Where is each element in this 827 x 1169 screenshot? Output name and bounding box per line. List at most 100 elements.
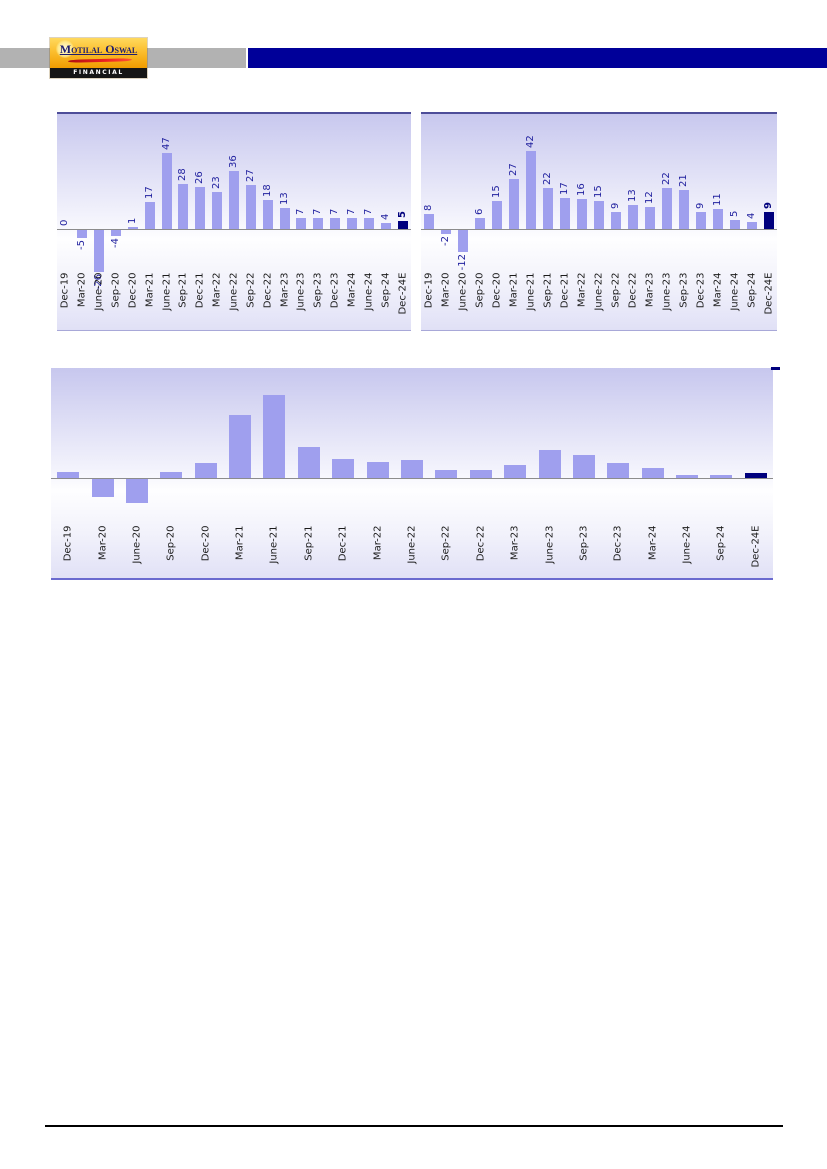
bar xyxy=(263,395,286,478)
category-label: Mar-23 xyxy=(644,272,656,307)
bar xyxy=(594,201,604,229)
value-label: 4 xyxy=(379,213,391,220)
bar xyxy=(144,201,155,229)
category-label: Sep-24 xyxy=(715,525,727,561)
bar xyxy=(729,219,740,229)
logo-red-swoosh-icon xyxy=(67,58,133,63)
value-label: 17 xyxy=(559,181,571,195)
value-label: -5 xyxy=(76,240,88,251)
bar xyxy=(332,458,355,478)
bar xyxy=(526,151,537,229)
bar xyxy=(195,186,206,229)
bar xyxy=(424,214,435,229)
category-label: Sep-20 xyxy=(474,272,486,308)
category-label: June-21 xyxy=(161,272,173,311)
x-axis-line xyxy=(57,229,411,230)
quarterly-bar-chart-left: 0 Dec-19 -5 Mar-20 -26 June-20 -4 Sep-20 1 Dec-20… xyxy=(57,112,411,331)
category-label: June-22 xyxy=(406,525,418,564)
category-label: June-24 xyxy=(729,272,741,311)
category-label: Dec-21 xyxy=(337,525,349,561)
bar xyxy=(577,199,588,229)
value-label: 27 xyxy=(508,163,520,177)
category-label: June-23 xyxy=(544,525,556,564)
category-label: Mar-24 xyxy=(647,525,659,560)
value-label: 1 xyxy=(126,218,138,225)
bar xyxy=(538,450,561,478)
category-label: Mar-21 xyxy=(144,272,156,307)
category-label: Dec-22 xyxy=(262,272,274,308)
value-label: 4 xyxy=(745,212,757,219)
value-label: -4 xyxy=(110,238,121,249)
bar xyxy=(313,217,324,229)
bar xyxy=(744,473,767,478)
bar xyxy=(695,212,706,229)
category-label: Sep-20 xyxy=(165,525,177,561)
logo-tagline: FINANCIAL SERVICES xyxy=(50,68,147,86)
bar xyxy=(572,455,595,478)
bar xyxy=(712,208,723,229)
bar xyxy=(543,188,554,229)
value-label: 26 xyxy=(194,171,206,184)
value-label: 7 xyxy=(329,208,341,215)
bar xyxy=(296,217,307,229)
category-label: Mar-24 xyxy=(712,272,724,307)
logo-wordmark-panel: Motilal Oswal xyxy=(50,38,147,68)
category-label: Mar-20 xyxy=(76,272,88,307)
bar xyxy=(160,471,183,478)
quarterly-bar-chart-right: 8 Dec-19 -2 Mar-20 -12 June-20 6 Sep-20 15 Dec-20… xyxy=(421,112,777,331)
bar xyxy=(661,188,672,229)
bar xyxy=(194,463,217,478)
category-label: Sep-24 xyxy=(746,272,758,308)
category-label: Sep-22 xyxy=(610,272,622,308)
bar xyxy=(475,217,486,229)
value-label: 13 xyxy=(626,189,638,202)
category-label: Sep-23 xyxy=(578,525,590,561)
category-label: Sep-24 xyxy=(380,272,392,308)
value-label: 22 xyxy=(542,172,554,186)
quarterly-bar-chart-bottom: Dec-19 Mar-20 June-20 Sep-20 Dec-20 Mar-21 Jun… xyxy=(51,368,773,580)
category-label: Dec-19 xyxy=(62,525,74,561)
chart-bottom-border xyxy=(57,330,411,331)
value-label: 5 xyxy=(396,210,408,218)
bar xyxy=(441,230,452,234)
bar xyxy=(366,461,389,478)
bar xyxy=(297,447,320,478)
category-label: Dec-23 xyxy=(329,272,341,308)
category-label: Dec-20 xyxy=(491,272,503,308)
bar xyxy=(125,479,148,504)
bar xyxy=(509,179,520,229)
value-label: 9 xyxy=(694,202,706,210)
bar xyxy=(347,217,357,229)
value-label: 42 xyxy=(525,135,537,149)
bar xyxy=(676,474,699,478)
category-label: June-22 xyxy=(228,272,240,311)
category-label: Dec-21 xyxy=(194,272,206,308)
bar xyxy=(212,191,223,229)
category-label: June-20 xyxy=(93,272,105,311)
value-label: 9 xyxy=(609,202,621,210)
bar xyxy=(763,212,774,229)
category-label: June-24 xyxy=(363,272,375,311)
value-label: 13 xyxy=(278,192,290,205)
category-label: Dec-20 xyxy=(127,272,139,308)
category-label: Dec-20 xyxy=(200,525,212,561)
category-label: June-23 xyxy=(295,272,307,311)
category-label: Mar-21 xyxy=(508,272,520,307)
value-label: -2 xyxy=(440,235,452,246)
value-label: 8 xyxy=(423,204,435,212)
category-label: Mar-21 xyxy=(234,525,246,560)
bar xyxy=(397,220,408,229)
bar xyxy=(262,199,273,229)
value-label: 7 xyxy=(312,208,324,215)
bar xyxy=(77,230,88,239)
bar xyxy=(627,204,638,229)
bar xyxy=(469,469,492,478)
category-label: Mar-23 xyxy=(509,525,521,560)
category-label: June-20 xyxy=(131,525,143,564)
sun-icon xyxy=(56,40,74,58)
bar xyxy=(746,221,757,229)
bar xyxy=(229,414,252,478)
category-label: Dec-24E xyxy=(397,272,409,315)
logo-name: Motilal Oswal xyxy=(59,42,138,56)
category-label: June-24 xyxy=(681,525,693,564)
